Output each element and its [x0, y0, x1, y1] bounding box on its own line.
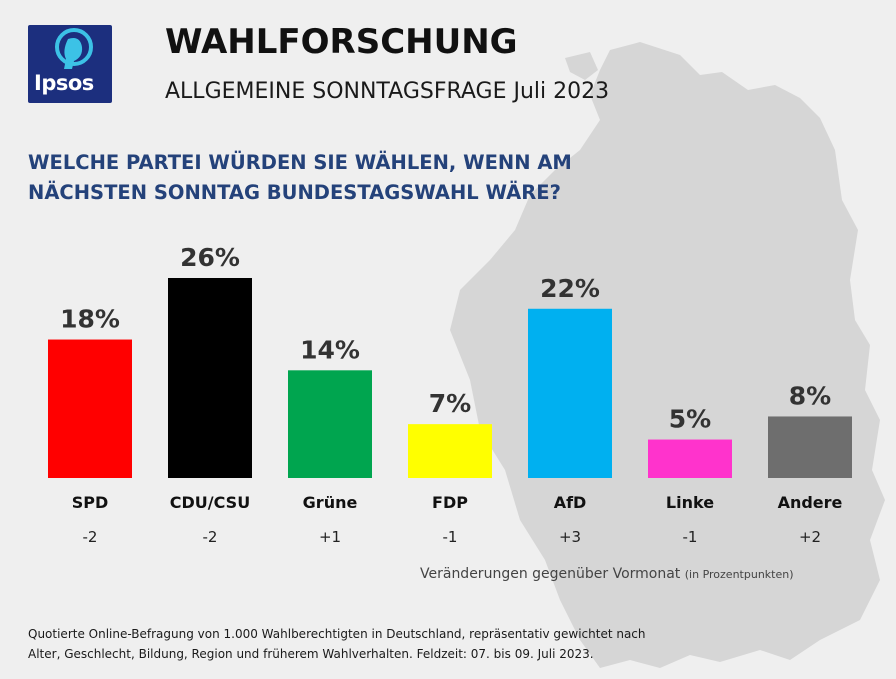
value-label: 7% [429, 389, 471, 418]
change-note: Veränderungen gegenüber Vormonat (in Pro… [420, 566, 794, 582]
change-label: -1 [443, 528, 458, 546]
bar-fdp [408, 424, 492, 478]
methodology-footnote: Quotierte Online-Befragung von 1.000 Wah… [28, 624, 868, 664]
change-label: +3 [559, 528, 581, 546]
category-label: AfD [554, 493, 587, 512]
bar-afd [528, 308, 612, 478]
bar-gr-ne [288, 370, 372, 478]
survey-question: WELCHE PARTEI WÜRDEN SIE WÄHLEN, WENN AM… [28, 148, 588, 208]
change-note-unit: (in Prozentpunkten) [684, 568, 794, 581]
change-note-text: Veränderungen gegenüber Vormonat [420, 566, 681, 582]
category-label: Andere [778, 493, 843, 512]
value-label: 14% [300, 335, 360, 364]
survey-question-line-2: NÄCHSTEN SONNTAG BUNDESTAGSWAHL WÄRE? [28, 181, 561, 204]
value-label: 22% [540, 274, 600, 303]
value-label: 8% [789, 381, 831, 410]
bar-linke [648, 439, 732, 478]
bar-cdu-csu [168, 278, 252, 478]
bar-spd [48, 339, 132, 478]
value-label: 26% [180, 243, 240, 272]
change-label: +2 [799, 528, 821, 546]
category-label: CDU/CSU [170, 493, 250, 512]
footnote-line-2: Alter, Geschlecht, Bildung, Region und f… [28, 647, 594, 661]
value-label: 18% [60, 305, 120, 334]
bar-andere [768, 416, 852, 478]
page-subtitle: ALLGEMEINE SONNTAGSFRAGE Juli 2023 [165, 79, 610, 104]
category-label: Grüne [303, 493, 358, 512]
category-label: FDP [432, 493, 468, 512]
change-label: -2 [203, 528, 218, 546]
logo-text: Ipsos [34, 71, 94, 95]
ipsos-logo: Ipsos [28, 25, 112, 103]
survey-question-line-1: WELCHE PARTEI WÜRDEN SIE WÄHLEN, WENN AM [28, 151, 572, 174]
footnote-line-1: Quotierte Online-Befragung von 1.000 Wah… [28, 627, 646, 641]
category-label: Linke [666, 493, 714, 512]
page-title: WAHLFORSCHUNG [165, 22, 518, 62]
change-label: +1 [319, 528, 341, 546]
change-label: -1 [683, 528, 698, 546]
value-label: 5% [669, 405, 711, 434]
category-label: SPD [72, 493, 109, 512]
change-label: -2 [83, 528, 98, 546]
